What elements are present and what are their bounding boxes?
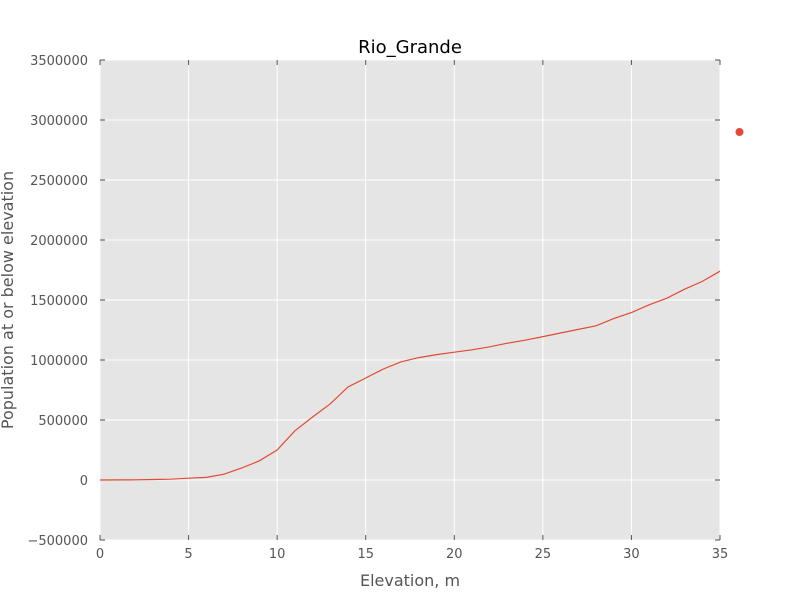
x-tick-label: 5 — [184, 547, 192, 562]
x-tick-label: 10 — [269, 547, 286, 562]
x-tick-label: 15 — [357, 547, 374, 562]
y-axis-label: Population at or below elevation — [0, 171, 17, 429]
x-tick-label: 20 — [446, 547, 463, 562]
y-tick-label: 2500000 — [30, 174, 88, 189]
y-tick-label: 1500000 — [30, 294, 88, 309]
y-tick-label: 2000000 — [30, 234, 88, 249]
chart-title: Rio_Grande — [358, 37, 462, 58]
y-tick-labels: −500000 0 500000 1000000 1500000 2000000 25000… — [27, 54, 88, 549]
y-tick-label: 500000 — [38, 414, 88, 429]
grid — [99, 59, 721, 541]
series-line — [99, 270, 721, 481]
y-tick-label: 0 — [80, 474, 88, 489]
x-tick-label: 25 — [535, 547, 552, 562]
y-tick-label: −500000 — [27, 534, 88, 549]
x-tick-label: 35 — [712, 547, 729, 562]
x-tick-labels: 0 5 10 15 20 25 30 35 — [96, 547, 728, 562]
y-tick-label: 3500000 — [30, 54, 88, 69]
y-tick-label: 1000000 — [30, 354, 88, 369]
x-axis-label: Elevation, m — [360, 571, 460, 590]
x-tick-label: 0 — [96, 547, 104, 562]
series-layer — [99, 128, 744, 481]
x-tick-label: 30 — [623, 547, 640, 562]
data-point — [735, 128, 744, 136]
y-tick-label: 3000000 — [30, 114, 88, 129]
